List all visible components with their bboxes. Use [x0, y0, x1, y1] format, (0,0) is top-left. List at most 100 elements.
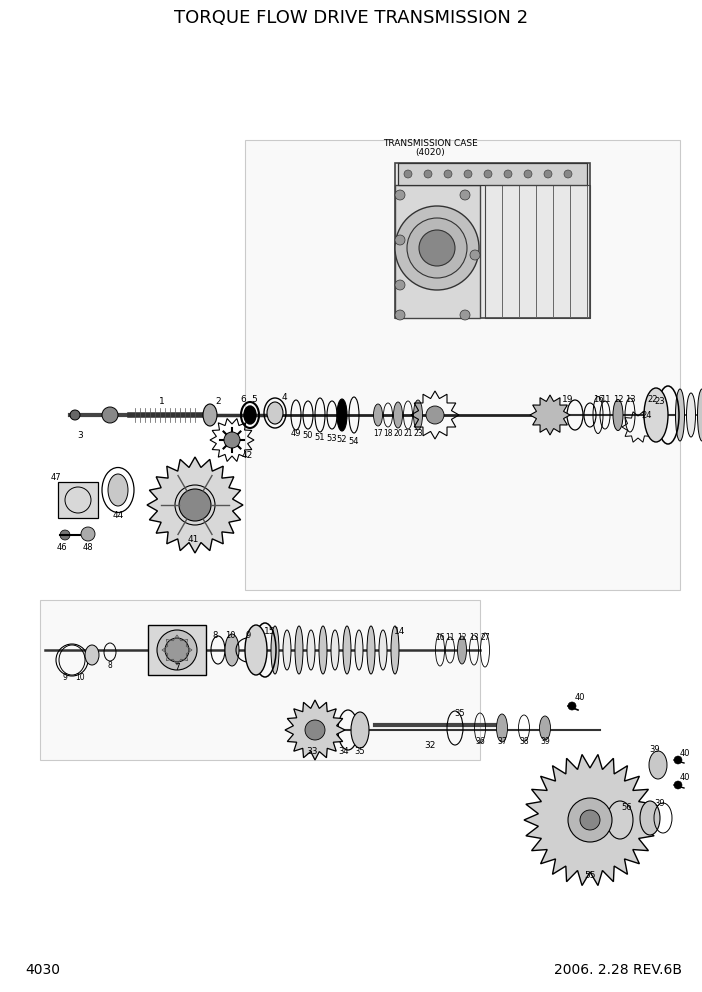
Circle shape — [395, 235, 405, 245]
Text: 32: 32 — [424, 740, 436, 750]
Circle shape — [395, 280, 405, 290]
Circle shape — [464, 170, 472, 178]
Text: 17: 17 — [373, 430, 383, 438]
Circle shape — [504, 170, 512, 178]
Bar — [398, 163, 587, 185]
Text: 39: 39 — [540, 737, 550, 747]
Text: 50: 50 — [303, 431, 313, 440]
Text: 23: 23 — [413, 430, 423, 438]
Ellipse shape — [343, 626, 351, 674]
Text: 54: 54 — [349, 437, 359, 446]
Text: 16: 16 — [435, 633, 445, 642]
Text: 14: 14 — [395, 628, 406, 637]
Text: 38: 38 — [519, 737, 529, 747]
Text: 46: 46 — [57, 544, 67, 553]
Text: 4030: 4030 — [25, 963, 60, 977]
Circle shape — [426, 406, 444, 424]
Text: 36: 36 — [475, 737, 485, 747]
Text: 8: 8 — [107, 662, 112, 671]
Circle shape — [564, 170, 572, 178]
Circle shape — [395, 206, 479, 290]
Text: 39: 39 — [655, 799, 665, 807]
Ellipse shape — [245, 625, 267, 675]
Text: 20: 20 — [393, 430, 403, 438]
Circle shape — [470, 250, 480, 260]
Ellipse shape — [367, 626, 375, 674]
Text: 41: 41 — [187, 536, 199, 545]
Ellipse shape — [698, 389, 702, 441]
Circle shape — [102, 407, 118, 423]
Circle shape — [580, 810, 600, 830]
Text: 18: 18 — [383, 430, 392, 438]
Polygon shape — [245, 140, 680, 590]
Ellipse shape — [331, 630, 339, 670]
Text: 22: 22 — [648, 396, 658, 405]
Circle shape — [395, 310, 405, 320]
Circle shape — [444, 170, 452, 178]
Text: TRANSMISSION CASE: TRANSMISSION CASE — [383, 139, 477, 148]
Ellipse shape — [337, 399, 347, 431]
Ellipse shape — [271, 626, 279, 674]
Circle shape — [544, 170, 552, 178]
Text: 40: 40 — [575, 692, 585, 701]
Circle shape — [674, 781, 682, 789]
Text: 42: 42 — [241, 450, 253, 459]
Ellipse shape — [319, 626, 327, 674]
Text: 24: 24 — [642, 412, 652, 421]
Ellipse shape — [373, 404, 383, 426]
Polygon shape — [524, 755, 656, 886]
Text: 13: 13 — [625, 396, 635, 405]
Text: 1: 1 — [159, 398, 165, 407]
Text: 9: 9 — [62, 674, 67, 682]
Text: 9: 9 — [246, 632, 251, 641]
Circle shape — [568, 702, 576, 710]
Text: 2: 2 — [216, 398, 221, 407]
Text: 8: 8 — [212, 632, 218, 641]
Text: 49: 49 — [291, 430, 301, 438]
Bar — [395, 185, 480, 318]
Ellipse shape — [675, 389, 684, 441]
Text: 34: 34 — [338, 748, 350, 757]
Circle shape — [81, 527, 95, 541]
Circle shape — [674, 756, 682, 764]
Polygon shape — [285, 700, 345, 760]
Ellipse shape — [203, 404, 217, 426]
Circle shape — [305, 720, 325, 740]
Ellipse shape — [687, 393, 696, 437]
Text: 51: 51 — [314, 433, 325, 441]
Bar — [148, 625, 206, 675]
Polygon shape — [147, 457, 243, 553]
Text: TORQUE FLOW DRIVE TRANSMISSION 2: TORQUE FLOW DRIVE TRANSMISSION 2 — [174, 9, 528, 27]
Ellipse shape — [496, 714, 508, 742]
Ellipse shape — [355, 630, 363, 670]
Ellipse shape — [640, 801, 660, 835]
Text: 10: 10 — [75, 673, 85, 682]
Ellipse shape — [613, 400, 623, 431]
Text: 11: 11 — [600, 396, 610, 405]
Text: 23: 23 — [655, 397, 665, 406]
Ellipse shape — [244, 406, 256, 424]
Text: 47: 47 — [51, 473, 61, 482]
Bar — [58, 482, 98, 518]
Polygon shape — [530, 395, 570, 435]
Text: 33: 33 — [306, 748, 318, 757]
Text: 19: 19 — [562, 396, 574, 405]
Text: 6: 6 — [240, 396, 246, 405]
Circle shape — [460, 310, 470, 320]
Ellipse shape — [394, 402, 402, 428]
Ellipse shape — [649, 751, 667, 779]
Ellipse shape — [85, 645, 99, 665]
Circle shape — [407, 218, 467, 278]
Circle shape — [484, 170, 492, 178]
Text: 10: 10 — [225, 632, 235, 641]
Text: 27: 27 — [480, 633, 490, 642]
Text: 35: 35 — [355, 748, 365, 757]
Text: 55: 55 — [584, 872, 596, 881]
Circle shape — [419, 230, 455, 266]
Bar — [485, 185, 590, 318]
Text: 16: 16 — [592, 396, 603, 405]
Ellipse shape — [267, 402, 283, 424]
Text: 11: 11 — [445, 633, 455, 642]
Circle shape — [460, 190, 470, 200]
Text: 40: 40 — [680, 750, 690, 759]
